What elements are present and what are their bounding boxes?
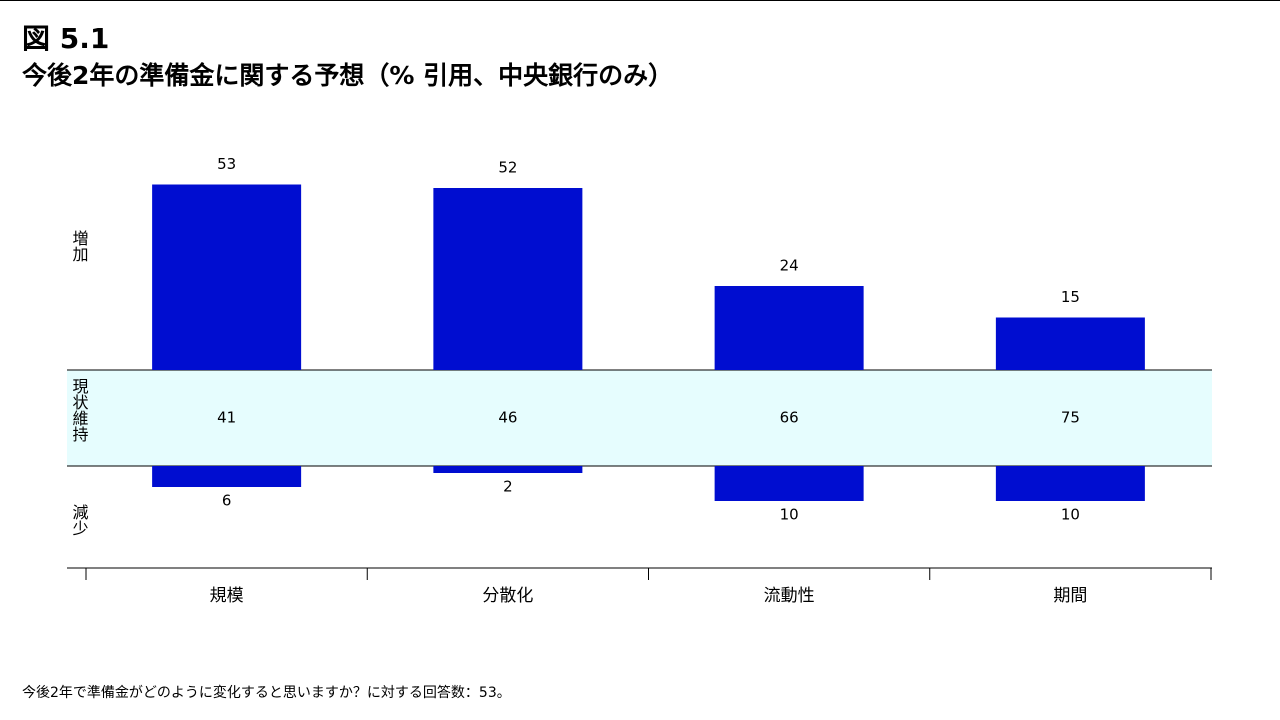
- bar-decrease: [433, 466, 583, 473]
- data-label: 10: [1061, 506, 1080, 524]
- bar-decrease: [152, 466, 302, 487]
- data-label: 24: [780, 257, 799, 275]
- data-label: 52: [498, 159, 517, 177]
- series-label: 現状維持: [70, 378, 89, 443]
- bar-decrease: [995, 466, 1145, 501]
- chart-subtitle: 今後2年の準備金に関する予想（% 引用、中央銀行のみ）: [22, 61, 673, 90]
- data-label: 15: [1061, 288, 1080, 306]
- chart-title: 図 5.1: [22, 22, 109, 55]
- bar-increase: [433, 188, 583, 370]
- data-label: 41: [217, 409, 236, 427]
- series-label: 増加: [70, 230, 89, 262]
- footnote: 今後2年で準備金がどのように変化すると思いますか？に対する回答数：53。: [22, 684, 511, 701]
- x-tick-label: 期間: [1053, 586, 1087, 606]
- bar-increase: [714, 286, 864, 370]
- data-label: 6: [222, 492, 232, 510]
- data-label: 2: [503, 478, 513, 496]
- data-label: 10: [780, 506, 799, 524]
- series-label: 減少: [70, 504, 89, 536]
- x-tick-label: 分散化: [482, 586, 533, 606]
- data-label: 66: [780, 409, 799, 427]
- data-label: 53: [217, 155, 236, 173]
- data-label: 75: [1061, 409, 1080, 427]
- x-tick-label: 流動性: [764, 586, 815, 606]
- data-label: 46: [498, 409, 517, 427]
- bar-increase: [152, 184, 302, 370]
- x-tick-label: 規模: [210, 586, 244, 606]
- bar-decrease: [714, 466, 864, 501]
- status-quo-band: [67, 370, 1212, 466]
- bar-increase: [995, 317, 1145, 370]
